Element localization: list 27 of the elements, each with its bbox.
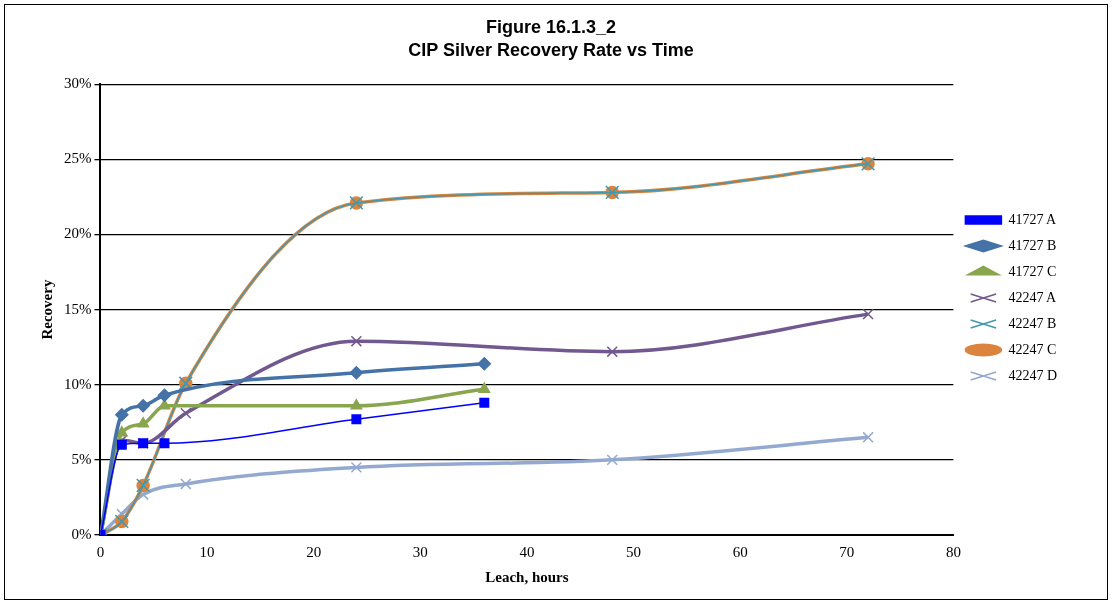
y-tick-label: 30%: [64, 75, 92, 92]
y-axis-title: Recovery: [38, 279, 55, 340]
x-tick-label: 0: [96, 543, 105, 560]
chart-title: Figure 16.1.3_2: [485, 16, 617, 37]
chart-subtitle: CIP Silver Recovery Rate vs Time: [408, 40, 694, 61]
x-tick-label: 80: [945, 543, 961, 560]
y-tick-label: 5%: [71, 450, 92, 467]
legend-label: 41727 B: [1008, 237, 1057, 253]
legend-label: 42247 B: [1008, 315, 1057, 331]
legend-label: 42247 D: [1008, 367, 1058, 383]
x-tick-label: 50: [626, 543, 642, 560]
x-tick-label: 20: [306, 543, 322, 560]
legend-label: 42247 C: [1008, 341, 1057, 357]
x-tick-label: 30: [412, 543, 428, 560]
y-tick-label: 15%: [64, 300, 92, 317]
y-tick-label: 20%: [64, 225, 92, 242]
legend-label: 42247 A: [1008, 289, 1058, 305]
x-axis-title: Leach, hours: [485, 568, 569, 585]
x-tick-label: 70: [839, 543, 855, 560]
x-tick-label: 40: [519, 543, 535, 560]
y-tick-label: 10%: [64, 375, 92, 392]
x-tick-label: 10: [199, 543, 215, 560]
legend-label: 41727 A: [1008, 211, 1058, 227]
y-tick-label: 0%: [71, 525, 92, 542]
x-tick-label: 60: [732, 543, 748, 560]
legend-label: 41727 C: [1008, 263, 1057, 279]
y-tick-label: 25%: [64, 150, 92, 167]
